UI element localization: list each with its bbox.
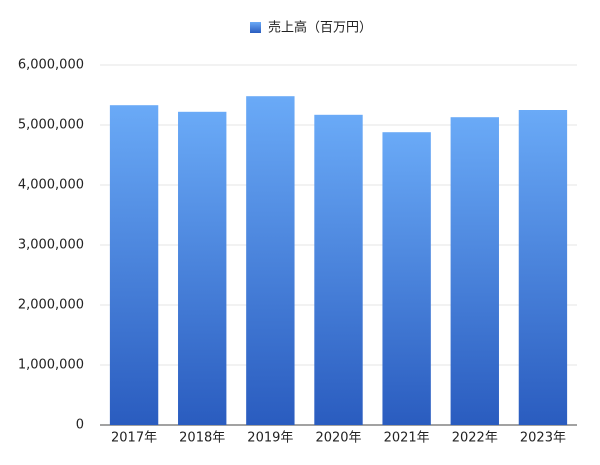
y-tick-label: 1,000,000 xyxy=(18,358,84,373)
bar xyxy=(246,96,295,425)
x-tick-label: 2018年 xyxy=(179,431,225,446)
y-tick-label: 6,000,000 xyxy=(18,58,84,73)
legend-label: 売上高（百万円） xyxy=(268,20,372,36)
bar xyxy=(382,132,431,425)
y-tick-label: 0 xyxy=(76,418,84,433)
y-tick-label: 2,000,000 xyxy=(18,298,84,313)
x-tick-label: 2022年 xyxy=(452,431,498,446)
y-tick-label: 4,000,000 xyxy=(18,178,84,193)
x-tick-label: 2017年 xyxy=(111,431,157,446)
x-tick-label: 2020年 xyxy=(315,431,361,446)
y-tick-label: 5,000,000 xyxy=(18,118,84,133)
x-tick-label: 2023年 xyxy=(520,431,566,446)
x-tick-label: 2019年 xyxy=(247,431,293,446)
bar xyxy=(518,110,568,425)
y-tick-label: 3,000,000 xyxy=(18,238,84,253)
x-tick-label: 2021年 xyxy=(384,431,430,446)
legend-swatch xyxy=(250,22,261,33)
bar xyxy=(178,111,227,426)
bar xyxy=(450,117,499,425)
bar xyxy=(314,114,363,426)
bar xyxy=(109,105,159,425)
